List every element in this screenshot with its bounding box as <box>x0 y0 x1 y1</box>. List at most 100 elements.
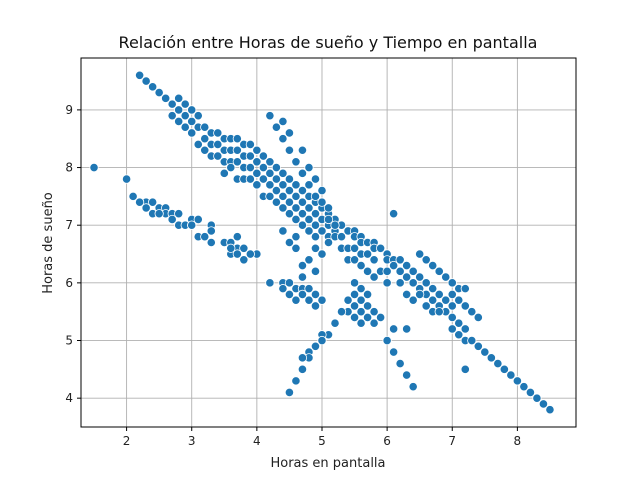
scatter-point <box>421 301 431 311</box>
scatter-point <box>174 209 184 219</box>
scatter-point <box>330 318 340 328</box>
scatter-point <box>369 318 379 328</box>
scatter-point <box>402 370 412 380</box>
scatter-point <box>310 232 321 242</box>
scatter-point <box>297 289 308 299</box>
scatter-points <box>89 70 555 415</box>
scatter-point <box>232 249 242 259</box>
scatter-point <box>441 295 451 305</box>
scatter-point <box>135 197 145 207</box>
scatter-point <box>454 295 464 305</box>
scatter-point <box>447 312 457 323</box>
scatter-point <box>538 399 549 409</box>
scatter-point <box>317 249 327 259</box>
scatter-point <box>232 232 242 242</box>
scatter-point <box>317 295 327 305</box>
scatter-point <box>284 289 295 299</box>
scatter-point <box>349 278 360 288</box>
scatter-point <box>447 278 457 288</box>
scatter-point <box>493 358 503 369</box>
scatter-point <box>434 289 444 299</box>
scatter-point <box>395 255 405 265</box>
scatter-point <box>362 266 373 276</box>
scatter-point <box>356 260 366 271</box>
scatter-point <box>304 162 314 173</box>
scatter-point <box>284 209 295 219</box>
scatter-point <box>499 364 509 374</box>
scatter-point <box>180 99 190 109</box>
scatter-point <box>362 289 373 299</box>
scatter-point <box>284 237 295 248</box>
scatter-point <box>310 266 321 276</box>
axis-ticks: 2 3 4 5 6 7 8 4 5 6 7 8 9 <box>65 103 521 448</box>
scatter-point <box>395 358 405 369</box>
scatter-point <box>265 111 275 121</box>
scatter-point <box>330 220 340 230</box>
scatter-point <box>278 226 288 236</box>
scatter-point <box>297 364 308 374</box>
scatter-point <box>408 382 418 392</box>
scatter-point <box>232 157 242 167</box>
scatter-point <box>369 272 379 282</box>
scatter-point <box>193 111 203 121</box>
scatter-point <box>402 324 412 334</box>
scatter-point <box>271 174 281 184</box>
scatter-point <box>284 145 295 155</box>
scatter-point <box>460 301 470 311</box>
plot-area-frame <box>80 57 577 428</box>
scatter-point <box>362 249 373 259</box>
scatter-point <box>239 255 249 265</box>
scatter-point <box>304 255 314 265</box>
scatter-point <box>278 134 288 144</box>
scatter-point <box>336 307 347 317</box>
scatter-point <box>291 180 301 190</box>
scatter-point <box>167 111 177 121</box>
scatter-point <box>382 278 392 288</box>
scatter-point <box>174 93 184 103</box>
scatter-point <box>447 324 457 334</box>
scatter-point <box>460 284 470 294</box>
scatter-point <box>271 122 281 132</box>
scatter-point <box>389 347 399 357</box>
scatter-point <box>297 353 308 363</box>
scatter-point <box>304 226 314 236</box>
scatter-point <box>389 260 399 271</box>
scatter-point <box>284 186 295 196</box>
scatter-point <box>271 197 281 207</box>
scatter-point <box>245 139 255 150</box>
scatter-point <box>187 105 197 115</box>
scatter-point <box>187 116 197 127</box>
scatter-point <box>304 295 314 305</box>
scatter-point <box>258 174 268 184</box>
scatter-point <box>512 376 522 386</box>
scatter-point <box>310 209 321 219</box>
scatter-point <box>317 335 327 346</box>
scatter-point <box>226 162 236 173</box>
scatter-point <box>291 295 301 305</box>
scatter-point <box>310 243 321 253</box>
scatter-point <box>356 284 366 294</box>
scatter-point <box>291 157 301 167</box>
scatter-point <box>454 330 464 340</box>
scatter-point <box>317 186 327 196</box>
scatter-point <box>180 122 190 132</box>
scatter-point <box>382 266 392 276</box>
scatter-point <box>245 151 255 161</box>
x-tick-label: 2 <box>123 434 131 448</box>
y-tick-label: 8 <box>65 161 73 175</box>
scatter-point <box>421 255 431 265</box>
scatter-point <box>200 122 210 132</box>
scatter-point <box>473 312 483 323</box>
scatter-point <box>265 168 275 178</box>
scatter-point <box>415 272 425 282</box>
scatter-point <box>187 128 197 138</box>
scatter-point <box>271 162 281 173</box>
scatter-point <box>232 145 242 155</box>
scatter-point <box>441 272 451 282</box>
scatter-point <box>213 139 223 150</box>
x-tick-label: 7 <box>448 434 456 448</box>
scatter-point <box>395 278 405 288</box>
scatter-point <box>447 301 457 311</box>
scatter-point <box>252 180 262 190</box>
scatter-point <box>252 168 262 178</box>
